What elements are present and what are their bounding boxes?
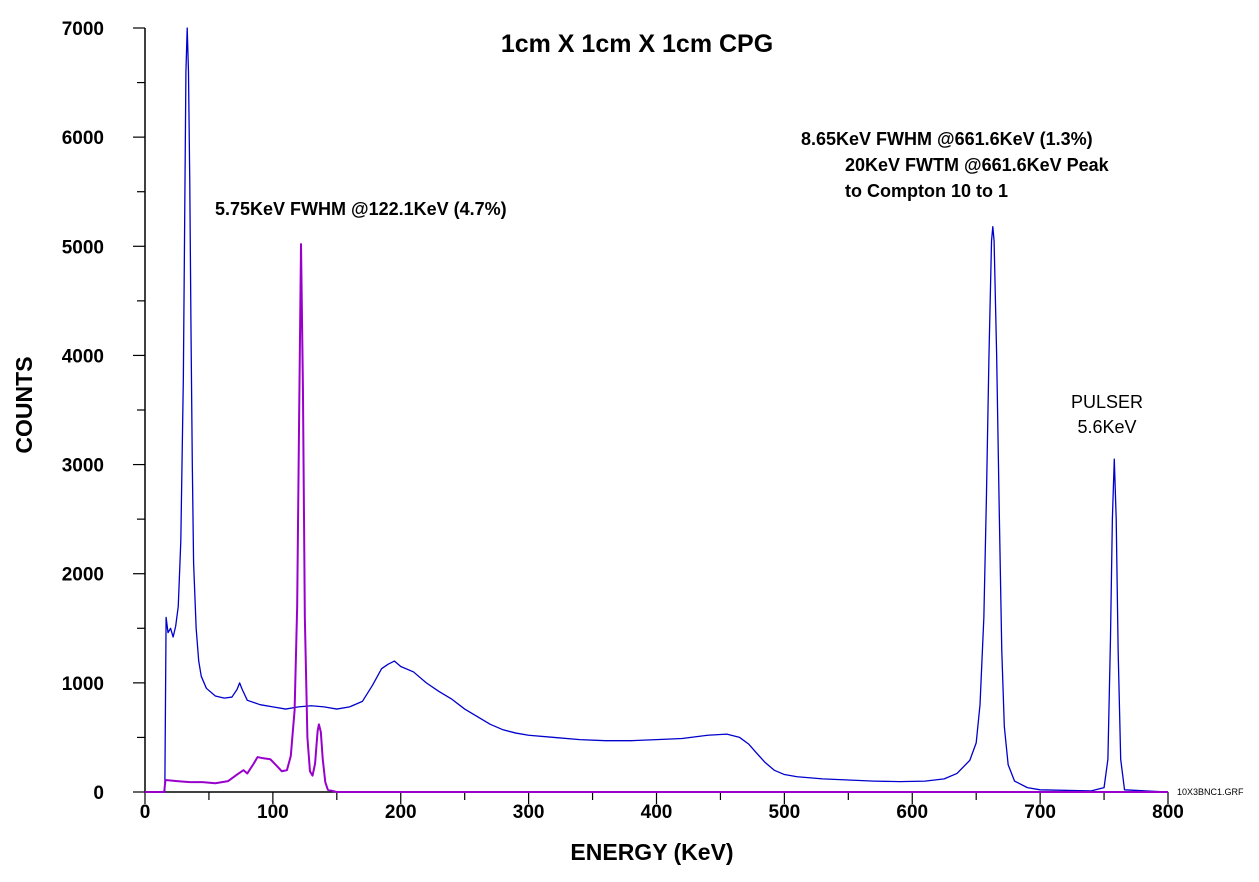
x-tick-label: 100 [257, 802, 289, 823]
y-tick-label: 7000 [62, 19, 104, 40]
y-tick-label: 2000 [62, 565, 104, 586]
y-tick-label: 0 [93, 783, 104, 804]
annotation-pulser-line2: 5.6KeV [1077, 417, 1136, 437]
file-label: 10X3BNC1.GRF [1177, 787, 1244, 797]
x-tick-label: 700 [1024, 802, 1056, 823]
annotation-pulser-line1: PULSER [1071, 392, 1143, 412]
annotation-peak-661-line1: 8.65KeV FWHM @661.6KeV (1.3%) [801, 129, 1093, 149]
x-tick-label: 300 [513, 802, 545, 823]
y-tick-label: 4000 [62, 346, 104, 367]
x-tick-label: 600 [896, 802, 928, 823]
y-tick-label: 3000 [62, 456, 104, 477]
x-axis-title: ENERGY (KeV) [570, 839, 733, 865]
annotation-peak-122: 5.75KeV FWHM @122.1KeV (4.7%) [215, 199, 507, 219]
y-axis-title: COUNTS [11, 356, 37, 453]
y-tick-label: 5000 [62, 237, 104, 258]
series-line-1 [145, 27, 1169, 793]
x-tick-label: 800 [1152, 802, 1184, 823]
chart-title: 1cm X 1cm X 1cm CPG [501, 30, 773, 58]
annotation-peak-661-line3: to Compton 10 to 1 [845, 181, 1008, 201]
series-line-2 [145, 243, 1168, 793]
y-tick-label: 1000 [62, 674, 104, 695]
x-tick-label: 500 [769, 802, 801, 823]
x-tick-label: 0 [140, 802, 151, 823]
y-tick-label: 6000 [62, 128, 104, 149]
x-tick-label: 400 [641, 802, 673, 823]
axes: 0 100 200 300 400 500 600 700 800 0 1000 2000 3000 40… [62, 19, 1184, 823]
x-tick-label: 200 [385, 802, 417, 823]
annotation-peak-661-line2: 20KeV FWTM @661.6KeV Peak [845, 155, 1110, 175]
series-layer [145, 27, 1169, 793]
